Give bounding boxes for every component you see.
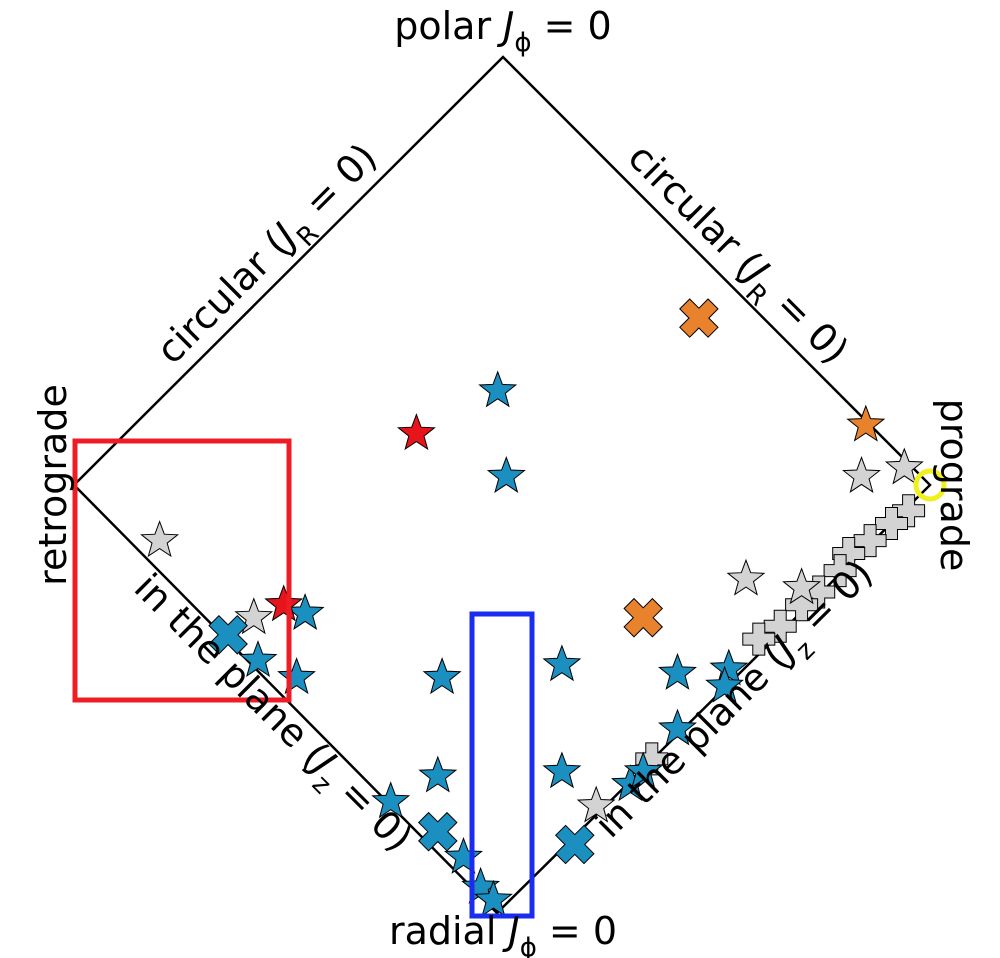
- plus-point: [763, 609, 797, 643]
- plus-point: [853, 524, 887, 558]
- edge-label: radial Jϕ = 0: [389, 909, 617, 958]
- cross-point: [679, 298, 719, 338]
- highlight-box: [72, 438, 292, 703]
- star-point: [238, 640, 278, 678]
- star-point: [705, 665, 744, 703]
- star-point: [396, 413, 436, 451]
- star-point: [542, 751, 582, 789]
- marks: [140, 298, 947, 917]
- label-part: = 0): [759, 274, 857, 372]
- star-point: [782, 567, 822, 605]
- star-point: [846, 404, 886, 442]
- edge-label: in the plane (Jz = 0): [586, 551, 888, 853]
- label-part: retrograde: [31, 384, 75, 586]
- cross-point: [417, 811, 458, 852]
- star-point: [140, 520, 180, 558]
- diamond-frame: [72, 55, 932, 915]
- label-part: ϕ: [520, 933, 537, 958]
- star-point: [444, 836, 483, 874]
- star-point: [726, 558, 766, 596]
- label-part: polar: [394, 4, 503, 48]
- star-point: [842, 455, 881, 493]
- label-part: ϕ: [514, 28, 531, 58]
- label-part: circular (: [147, 222, 297, 372]
- plus-point: [635, 742, 669, 776]
- plus-point: [823, 554, 857, 588]
- circle-point: [913, 468, 947, 502]
- cross-point: [208, 614, 248, 655]
- label-part: = 0: [532, 4, 612, 48]
- star-point: [371, 781, 411, 819]
- edge-label: polar Jϕ = 0: [394, 4, 611, 58]
- highlight-box: [469, 611, 535, 919]
- star-point: [264, 584, 304, 622]
- label-part: = 0: [537, 909, 617, 953]
- star-point: [884, 447, 924, 485]
- edge-label: retrograde: [31, 384, 75, 586]
- label-part: radial: [389, 909, 509, 953]
- edge-label: in the plane (Jz = 0): [119, 565, 421, 867]
- cross-point: [554, 824, 595, 865]
- plus-point: [892, 494, 926, 528]
- star-point: [658, 652, 697, 690]
- label-part: circular (: [620, 134, 770, 284]
- edge-label: prograde: [933, 399, 977, 572]
- label-part: = 0): [287, 134, 385, 232]
- edge-label: circular (JR = 0): [613, 134, 858, 379]
- star-point: [422, 657, 462, 695]
- star-point: [234, 597, 274, 635]
- star-point: [576, 785, 616, 823]
- star-point: [478, 370, 518, 408]
- star-point: [418, 755, 458, 793]
- plus-point: [742, 622, 776, 656]
- star-point: [474, 879, 513, 917]
- cross-point: [623, 597, 664, 638]
- plus-point: [875, 507, 908, 540]
- edge-label: circular (JR = 0): [147, 134, 392, 379]
- star-point: [658, 708, 697, 746]
- star-point: [277, 657, 316, 695]
- star-point: [623, 751, 663, 789]
- label-part: = 0): [323, 762, 421, 860]
- star-point: [486, 455, 526, 493]
- label-part: prograde: [933, 399, 977, 572]
- star-point: [542, 644, 582, 682]
